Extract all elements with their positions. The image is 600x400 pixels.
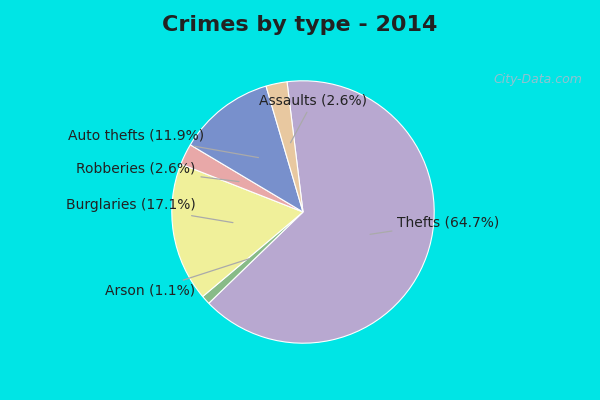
Text: Robberies (2.6%): Robberies (2.6%) <box>76 162 239 182</box>
Wedge shape <box>266 82 303 212</box>
Text: City-Data.com: City-Data.com <box>493 73 582 86</box>
Text: Burglaries (17.1%): Burglaries (17.1%) <box>65 198 233 223</box>
Wedge shape <box>203 212 303 303</box>
Text: Auto thefts (11.9%): Auto thefts (11.9%) <box>68 129 259 158</box>
Wedge shape <box>209 81 434 343</box>
Wedge shape <box>181 145 303 212</box>
Wedge shape <box>190 86 303 212</box>
Text: Arson (1.1%): Arson (1.1%) <box>105 258 250 298</box>
Text: Crimes by type - 2014: Crimes by type - 2014 <box>163 15 437 35</box>
Text: Assaults (2.6%): Assaults (2.6%) <box>259 93 367 143</box>
Text: Thefts (64.7%): Thefts (64.7%) <box>370 216 500 234</box>
Wedge shape <box>172 164 303 296</box>
